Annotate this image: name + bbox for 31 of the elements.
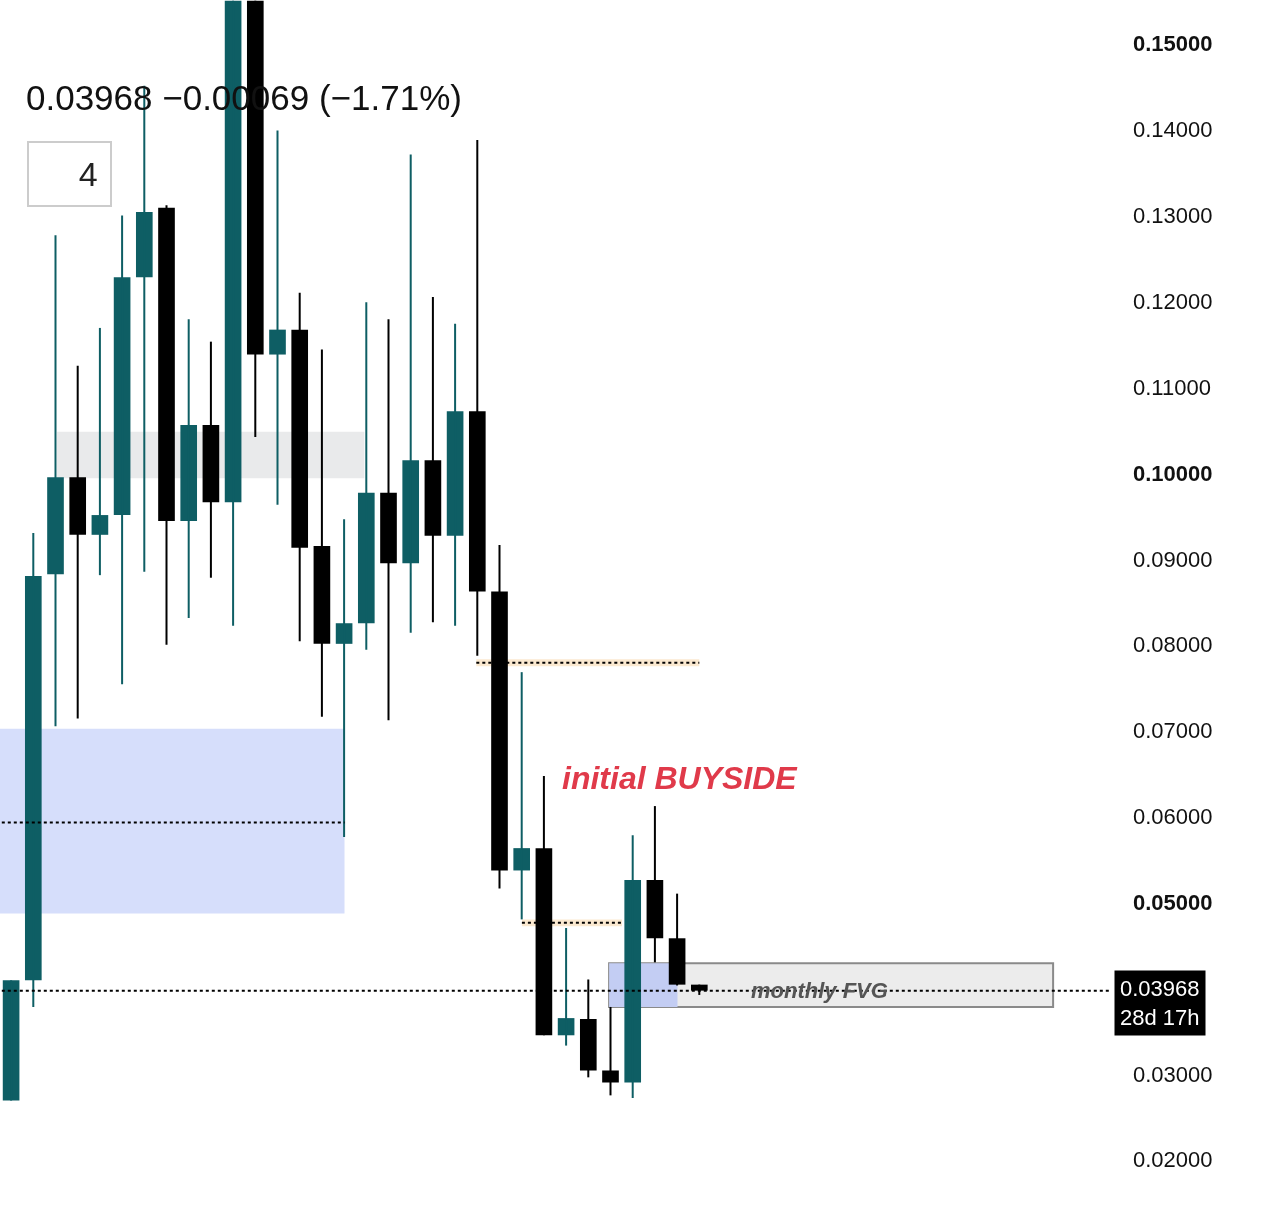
y-tick-label: 0.03000: [1133, 1061, 1213, 1087]
candlestick: [291, 291, 309, 643]
candlestick: [269, 129, 286, 506]
y-tick-label: 0.12000: [1133, 289, 1213, 315]
annotation: monthly FVG: [751, 978, 888, 1003]
y-tick-label: 0.13000: [1133, 203, 1213, 229]
y-tick-label: 0.08000: [1133, 632, 1213, 658]
candlestick: [180, 318, 198, 620]
candlestick: [624, 834, 642, 1099]
y-tick-label: 0.07000: [1133, 718, 1213, 744]
y-tick-label: 0.09000: [1133, 546, 1213, 572]
y-tick-label: 0.06000: [1133, 804, 1213, 830]
y-tick-label: 0.05000: [1133, 889, 1213, 915]
annotation: 4: [41, 155, 98, 193]
y-tick-label: 0.14000: [1133, 117, 1213, 143]
candlestick: [468, 138, 486, 657]
y-tick-label: 0.10000: [1133, 460, 1213, 486]
y-tick-label: 0.15000: [1133, 31, 1213, 57]
candlestick: [24, 532, 42, 1008]
y-tick-label: 0.02000: [1133, 1147, 1213, 1173]
candlestick: [47, 234, 64, 728]
y-tick-label: 0.11000: [1133, 374, 1211, 400]
annotation: initial BUYSIDE: [562, 760, 799, 796]
candlestick: [602, 1005, 619, 1097]
candlestick: [357, 301, 375, 651]
candlestick: [69, 364, 87, 720]
text: 28d 17h: [1120, 1004, 1200, 1030]
ref-line-label: 0.03968: [1120, 976, 1200, 1001]
candlestick: [402, 153, 420, 634]
candlestick: [158, 204, 175, 646]
candlestick: [380, 318, 397, 722]
